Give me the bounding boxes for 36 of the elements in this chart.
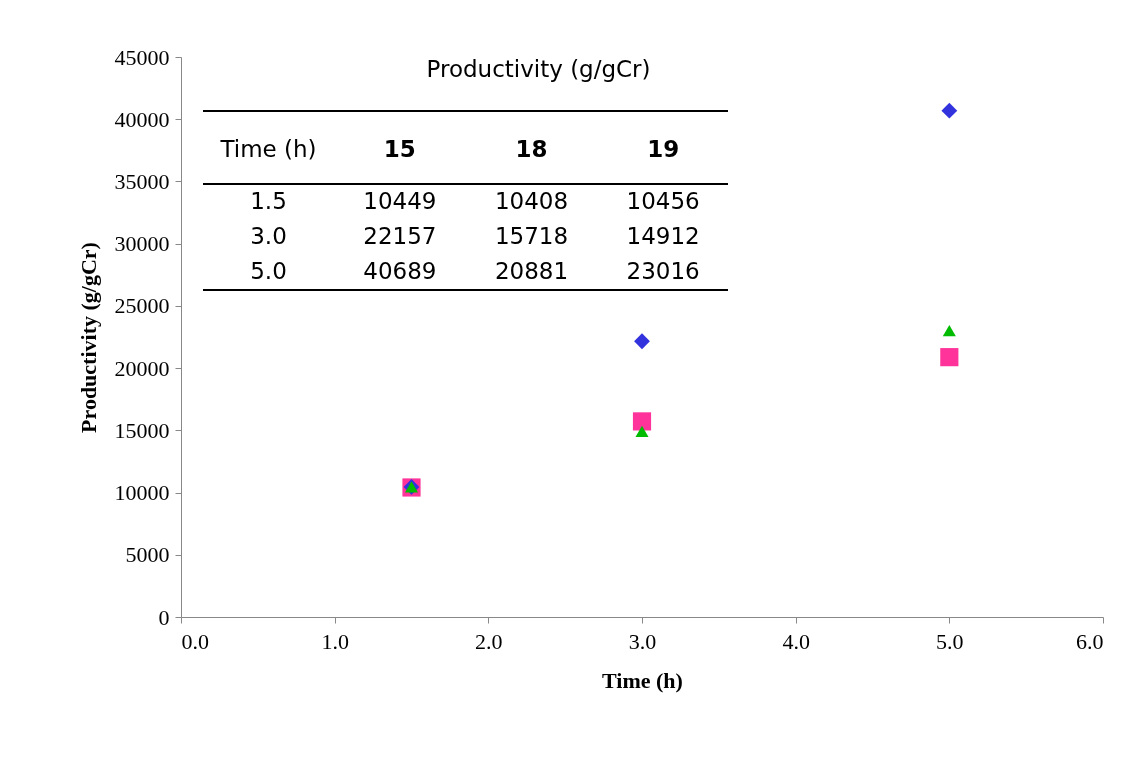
y-tick-label: 45000 (114, 44, 170, 70)
x-tick-label: 15 (383, 135, 416, 162)
y-tick-label: 20000 (114, 355, 170, 381)
y-tick-label: 15000 (114, 417, 170, 443)
data-label: 22157 (363, 223, 437, 249)
chart-title: Productivity (g/gCr) (426, 56, 651, 82)
x-tick-label: 5.0 (936, 628, 964, 654)
y-tick-label: 35000 (114, 168, 170, 194)
data-label: 10456 (626, 187, 700, 214)
data-label: 10408 (494, 187, 569, 214)
x-axis-title: Time (h) (602, 667, 683, 693)
data-label: 40689 (363, 258, 437, 285)
y-tick-label: 3.0 (250, 223, 287, 249)
y-tick-label: 0 (158, 604, 170, 630)
y-tick-label: 5.0 (250, 258, 287, 285)
y-axis-title: Time (h) (219, 135, 317, 162)
x-tick-label: 0.0 (181, 628, 209, 654)
y-axis-title: Productivity (g/gCr) (75, 242, 101, 433)
data-label: 15718 (494, 223, 569, 249)
y-tick-label: 1.5 (250, 187, 287, 214)
x-tick-label: 3.0 (628, 628, 657, 654)
y-tick-label: 5000 (125, 542, 170, 568)
y-tick-label: 25000 (114, 293, 170, 319)
y-tick-label: 10000 (114, 480, 170, 506)
data-label: 14912 (626, 223, 700, 249)
data-label: 20881 (494, 258, 569, 285)
x-tick-label: 6.0 (1076, 628, 1104, 654)
x-tick-label: 18 (515, 135, 548, 162)
x-tick-label: 19 (647, 135, 680, 162)
data-label: 10449 (363, 187, 437, 214)
data-label: 23016 (626, 258, 700, 285)
x-tick-label: 1.0 (321, 628, 349, 654)
y-tick-label: 30000 (114, 231, 170, 257)
y-tick-label: 40000 (114, 106, 170, 132)
x-tick-label: 4.0 (782, 628, 810, 654)
x-tick-label: 2.0 (475, 628, 503, 654)
